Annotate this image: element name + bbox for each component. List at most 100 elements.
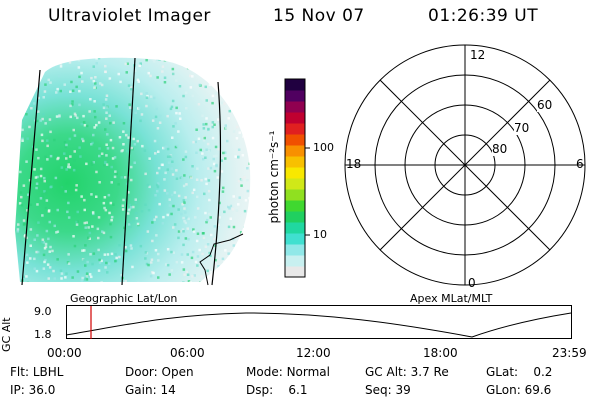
image-pixel [212,162,216,166]
image-pixel [145,92,148,95]
image-pixel [241,98,244,102]
image-pixel [44,58,47,61]
image-pixel [240,91,244,94]
image-pixel [218,216,221,219]
image-pixel [204,245,208,248]
image-pixel [59,62,63,65]
image-pixel [21,139,24,142]
timeline-tick-4: 23:59 [552,346,587,360]
image-pixel [217,147,220,151]
image-pixel [39,197,43,200]
image-pixel [106,253,110,256]
image-pixel [110,252,114,256]
image-pixel [211,125,214,129]
image-pixel [154,152,157,155]
image-pixel [199,281,202,282]
image-pixel [140,92,143,96]
image-pixel [207,167,210,170]
image-pixel [200,58,204,62]
image-pixel [120,273,123,277]
image-pixel [149,95,153,98]
image-pixel [182,216,185,220]
image-pixel [202,157,205,161]
image-pixel [100,83,104,87]
image-pixel [44,242,48,246]
image-pixel [182,268,186,271]
image-pixel [15,57,18,61]
image-pixel [41,63,45,66]
image-pixel [35,70,38,73]
image-pixel [81,276,84,280]
image-pixel [97,121,101,124]
image-pixel [186,273,190,276]
image-pixel [182,281,185,282]
image-pixel [41,214,44,217]
image-pixel [224,157,227,160]
image-pixel [229,262,232,265]
image-pixel [182,64,185,67]
image-pixel [36,234,39,237]
image-pixel [202,236,206,240]
image-pixel [238,58,242,61]
image-pixel [211,101,214,105]
image-pixel [206,218,209,222]
image-pixel [147,71,150,75]
image-pixel [106,271,109,274]
image-pixel [92,65,95,68]
image-pixel [154,194,157,197]
image-pixel [155,234,158,237]
image-pixel [69,104,72,108]
image-pixel [48,62,51,65]
image-pixel [246,100,249,103]
image-pixel [129,86,133,89]
image-pixel [254,81,257,84]
image-pixel [146,283,149,286]
image-pixel [135,212,138,215]
image-pixel [186,227,189,230]
image-pixel [164,171,167,175]
image-pixel [161,222,165,225]
image-pixel [234,155,237,158]
info-dsp: Dsp: 6.1 [246,383,308,397]
image-pixel [232,225,236,229]
image-pixel [26,261,29,264]
image-pixel [255,94,257,97]
image-pixel [170,105,174,109]
image-pixel [201,252,204,256]
image-pixel [39,167,43,171]
image-pixel [208,251,211,255]
image-pixel [41,139,44,143]
image-pixel [241,154,245,157]
image-pixel [43,179,46,183]
image-pixel [252,152,255,155]
image-pixel [177,194,181,198]
image-pixel [41,240,44,244]
image-pixel [17,129,20,132]
image-pixel [132,137,135,141]
image-pixel [209,79,213,82]
image-pixel [18,202,22,205]
image-pixel [101,230,104,233]
colorbar-stripe [285,156,305,168]
image-pixel [189,86,193,89]
image-pixel [85,278,89,281]
image-pixel [220,241,224,245]
image-pixel [145,96,149,99]
image-pixel [148,157,151,160]
image-pixel [18,86,21,89]
image-pixel [182,158,185,161]
image-pixel [191,165,194,168]
image-pixel [240,184,243,187]
image-pixel [213,123,216,126]
image-pixel [184,211,187,214]
image-pixel [240,179,243,182]
image-pixel [179,117,182,120]
image-pixel [187,217,190,221]
image-pixel [87,236,90,240]
image-pixel [146,230,150,233]
image-pixel [22,223,26,226]
image-pixel [155,215,158,219]
image-pixel [63,83,66,86]
image-pixel [166,147,170,151]
image-pixel [211,94,215,98]
